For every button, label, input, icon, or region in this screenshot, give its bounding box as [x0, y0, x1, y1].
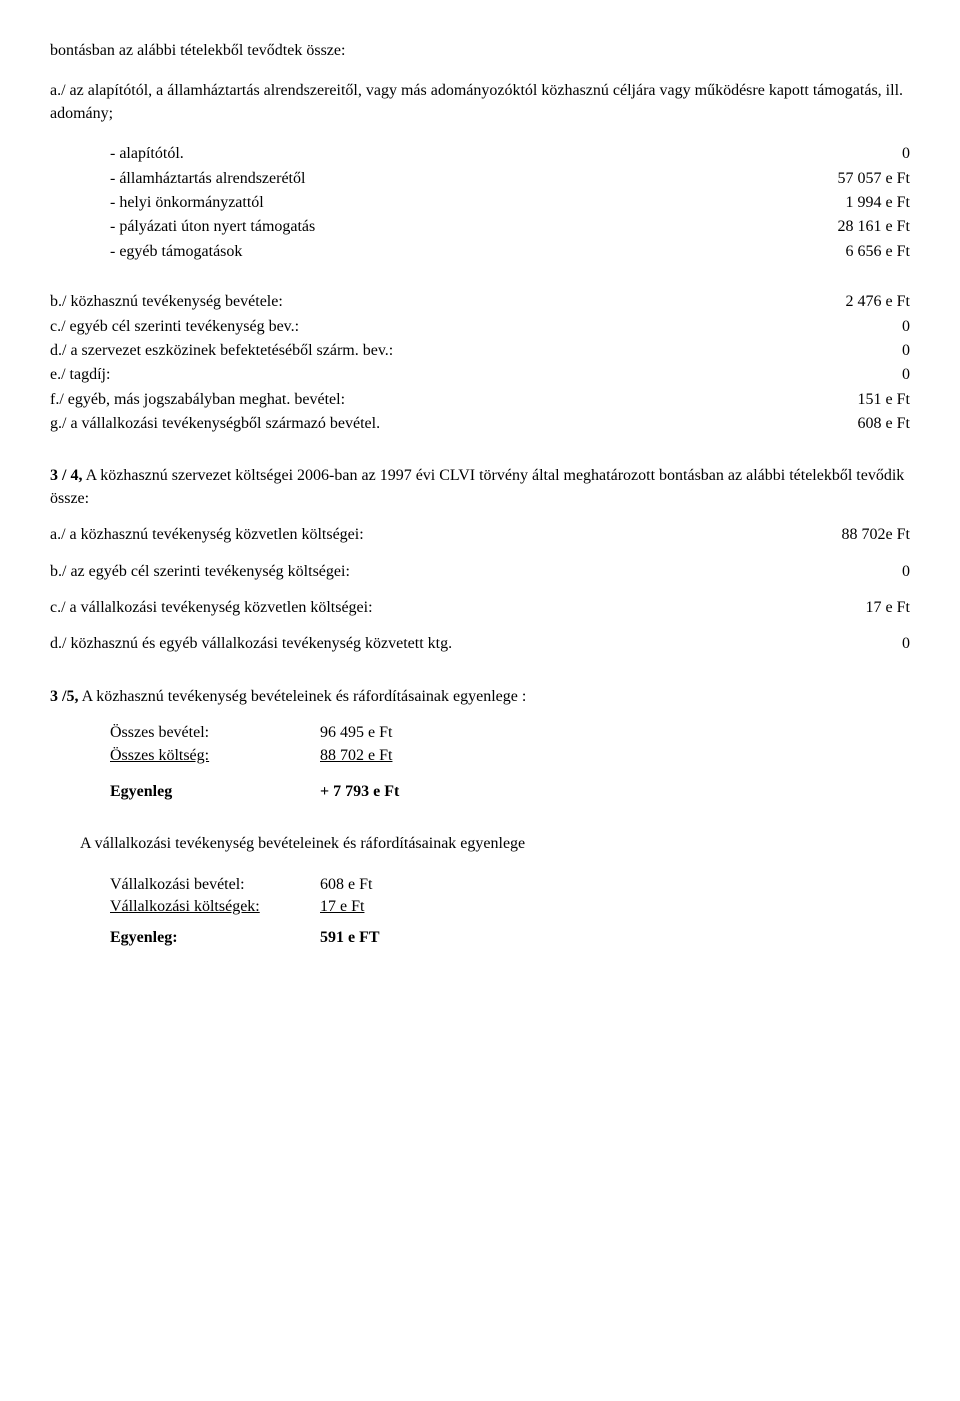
- section-a-intro: a./ az alapítótól, a államháztartás alre…: [50, 80, 910, 125]
- vallalkozasi-heading: A vállalkozási tevékenység bevételeinek …: [50, 833, 910, 855]
- vallalkozasi-summary: Vállalkozási bevétel:608 e FtVállalkozás…: [110, 874, 910, 919]
- list-item: a./ a közhasznú tevékenység közvetlen kö…: [50, 524, 910, 546]
- balance-label: Egyenleg: [110, 781, 320, 803]
- vallalkozasi-balance-value: 591 e FT: [320, 927, 440, 949]
- item-label: a./ a közhasznú tevékenység közvetlen kö…: [50, 524, 790, 546]
- item-value: 1 994 e Ft: [790, 192, 910, 214]
- item-value: 57 057 e Ft: [790, 168, 910, 190]
- section-3-4-bold: 3 / 4,: [50, 467, 82, 484]
- section-3-5-summary: Összes bevétel:96 495 e FtÖsszes költség…: [110, 722, 910, 767]
- summary-row: Összes költség:88 702 e Ft: [110, 745, 910, 767]
- section-a-items: - alapítótól.0- államháztartás alrendsze…: [50, 143, 910, 263]
- section-3-4-text: A közhasznú szervezet költségei 2006-ban…: [50, 467, 904, 506]
- item-label: - államháztartás alrendszerétől: [110, 168, 790, 190]
- item-label: - alapítótól.: [110, 143, 790, 165]
- item-label: f./ egyéb, más jogszabályban meghat. bev…: [50, 389, 790, 411]
- item-value: 6 656 e Ft: [790, 241, 910, 263]
- item-label: d./ közhasznú és egyéb vállalkozási tevé…: [50, 633, 790, 655]
- summary-label: Összes bevétel:: [110, 722, 320, 744]
- section-3-4-heading: 3 / 4, A közhasznú szervezet költségei 2…: [50, 465, 910, 510]
- item-label: b./ közhasznú tevékenység bevétele:: [50, 291, 790, 313]
- section-3-5-heading: 3 /5, A közhasznú tevékenység bevételein…: [50, 686, 910, 708]
- summary-row: Vállalkozási költségek:17 e Ft: [110, 896, 910, 918]
- list-item: - pályázati úton nyert támogatás28 161 e…: [110, 216, 910, 238]
- list-item: - alapítótól.0: [110, 143, 910, 165]
- item-value: 0: [790, 316, 910, 338]
- item-value: 17 e Ft: [790, 597, 910, 619]
- summary-value: 88 702 e Ft: [320, 745, 440, 767]
- intro-line-1: bontásban az alábbi tételekből tevődtek …: [50, 40, 910, 62]
- item-value: 0: [790, 561, 910, 583]
- item-label: - helyi önkormányzattól: [110, 192, 790, 214]
- summary-label: Összes költség:: [110, 745, 320, 767]
- list-item: - államháztartás alrendszerétől57 057 e …: [110, 168, 910, 190]
- section-3-5-balance: Egyenleg + 7 793 e Ft: [110, 781, 910, 803]
- item-label: b./ az egyéb cél szerinti tevékenység kö…: [50, 561, 790, 583]
- summary-label: Vállalkozási bevétel:: [110, 874, 320, 896]
- summary-value: 17 e Ft: [320, 896, 440, 918]
- balance-value: + 7 793 e Ft: [320, 781, 440, 803]
- item-value: 88 702e Ft: [790, 524, 910, 546]
- item-label: c./ egyéb cél szerinti tevékenység bev.:: [50, 316, 790, 338]
- section-3-5-bold: 3 /5,: [50, 688, 78, 705]
- item-label: - egyéb támogatások: [110, 241, 790, 263]
- section-3-5-text: A közhasznú tevékenység bevételeinek és …: [82, 688, 527, 705]
- item-label: e./ tagdíj:: [50, 364, 790, 386]
- item-value: 0: [790, 633, 910, 655]
- summary-row: Vállalkozási bevétel:608 e Ft: [110, 874, 910, 896]
- vallalkozasi-balance: Egyenleg: 591 e FT: [110, 927, 910, 949]
- vallalkozasi-balance-label: Egyenleg:: [110, 927, 320, 949]
- list-item: - egyéb támogatások6 656 e Ft: [110, 241, 910, 263]
- list-item: f./ egyéb, más jogszabályban meghat. bev…: [50, 389, 910, 411]
- item-label: d./ a szervezet eszközinek befektetésébő…: [50, 340, 790, 362]
- item-value: 151 e Ft: [790, 389, 910, 411]
- list-item: g./ a vállalkozási tevékenységből szárma…: [50, 413, 910, 435]
- list-item: d./ a szervezet eszközinek befektetésébő…: [50, 340, 910, 362]
- section-3-4-items: a./ a közhasznú tevékenység közvetlen kö…: [50, 524, 910, 656]
- sections-b-g: b./ közhasznú tevékenység bevétele:2 476…: [50, 291, 910, 435]
- list-item: c./ egyéb cél szerinti tevékenység bev.:…: [50, 316, 910, 338]
- item-value: 2 476 e Ft: [790, 291, 910, 313]
- list-item: b./ az egyéb cél szerinti tevékenység kö…: [50, 561, 910, 583]
- summary-row: Összes bevétel:96 495 e Ft: [110, 722, 910, 744]
- item-value: 0: [790, 340, 910, 362]
- list-item: c./ a vállalkozási tevékenység közvetlen…: [50, 597, 910, 619]
- list-item: d./ közhasznú és egyéb vállalkozási tevé…: [50, 633, 910, 655]
- item-value: 0: [790, 364, 910, 386]
- summary-value: 608 e Ft: [320, 874, 440, 896]
- list-item: - helyi önkormányzattól1 994 e Ft: [110, 192, 910, 214]
- item-label: g./ a vállalkozási tevékenységből szárma…: [50, 413, 790, 435]
- list-item: e./ tagdíj:0: [50, 364, 910, 386]
- item-value: 608 e Ft: [790, 413, 910, 435]
- item-value: 28 161 e Ft: [790, 216, 910, 238]
- item-value: 0: [790, 143, 910, 165]
- summary-label: Vállalkozási költségek:: [110, 896, 320, 918]
- item-label: c./ a vállalkozási tevékenység közvetlen…: [50, 597, 790, 619]
- list-item: b./ közhasznú tevékenység bevétele:2 476…: [50, 291, 910, 313]
- summary-value: 96 495 e Ft: [320, 722, 440, 744]
- item-label: - pályázati úton nyert támogatás: [110, 216, 790, 238]
